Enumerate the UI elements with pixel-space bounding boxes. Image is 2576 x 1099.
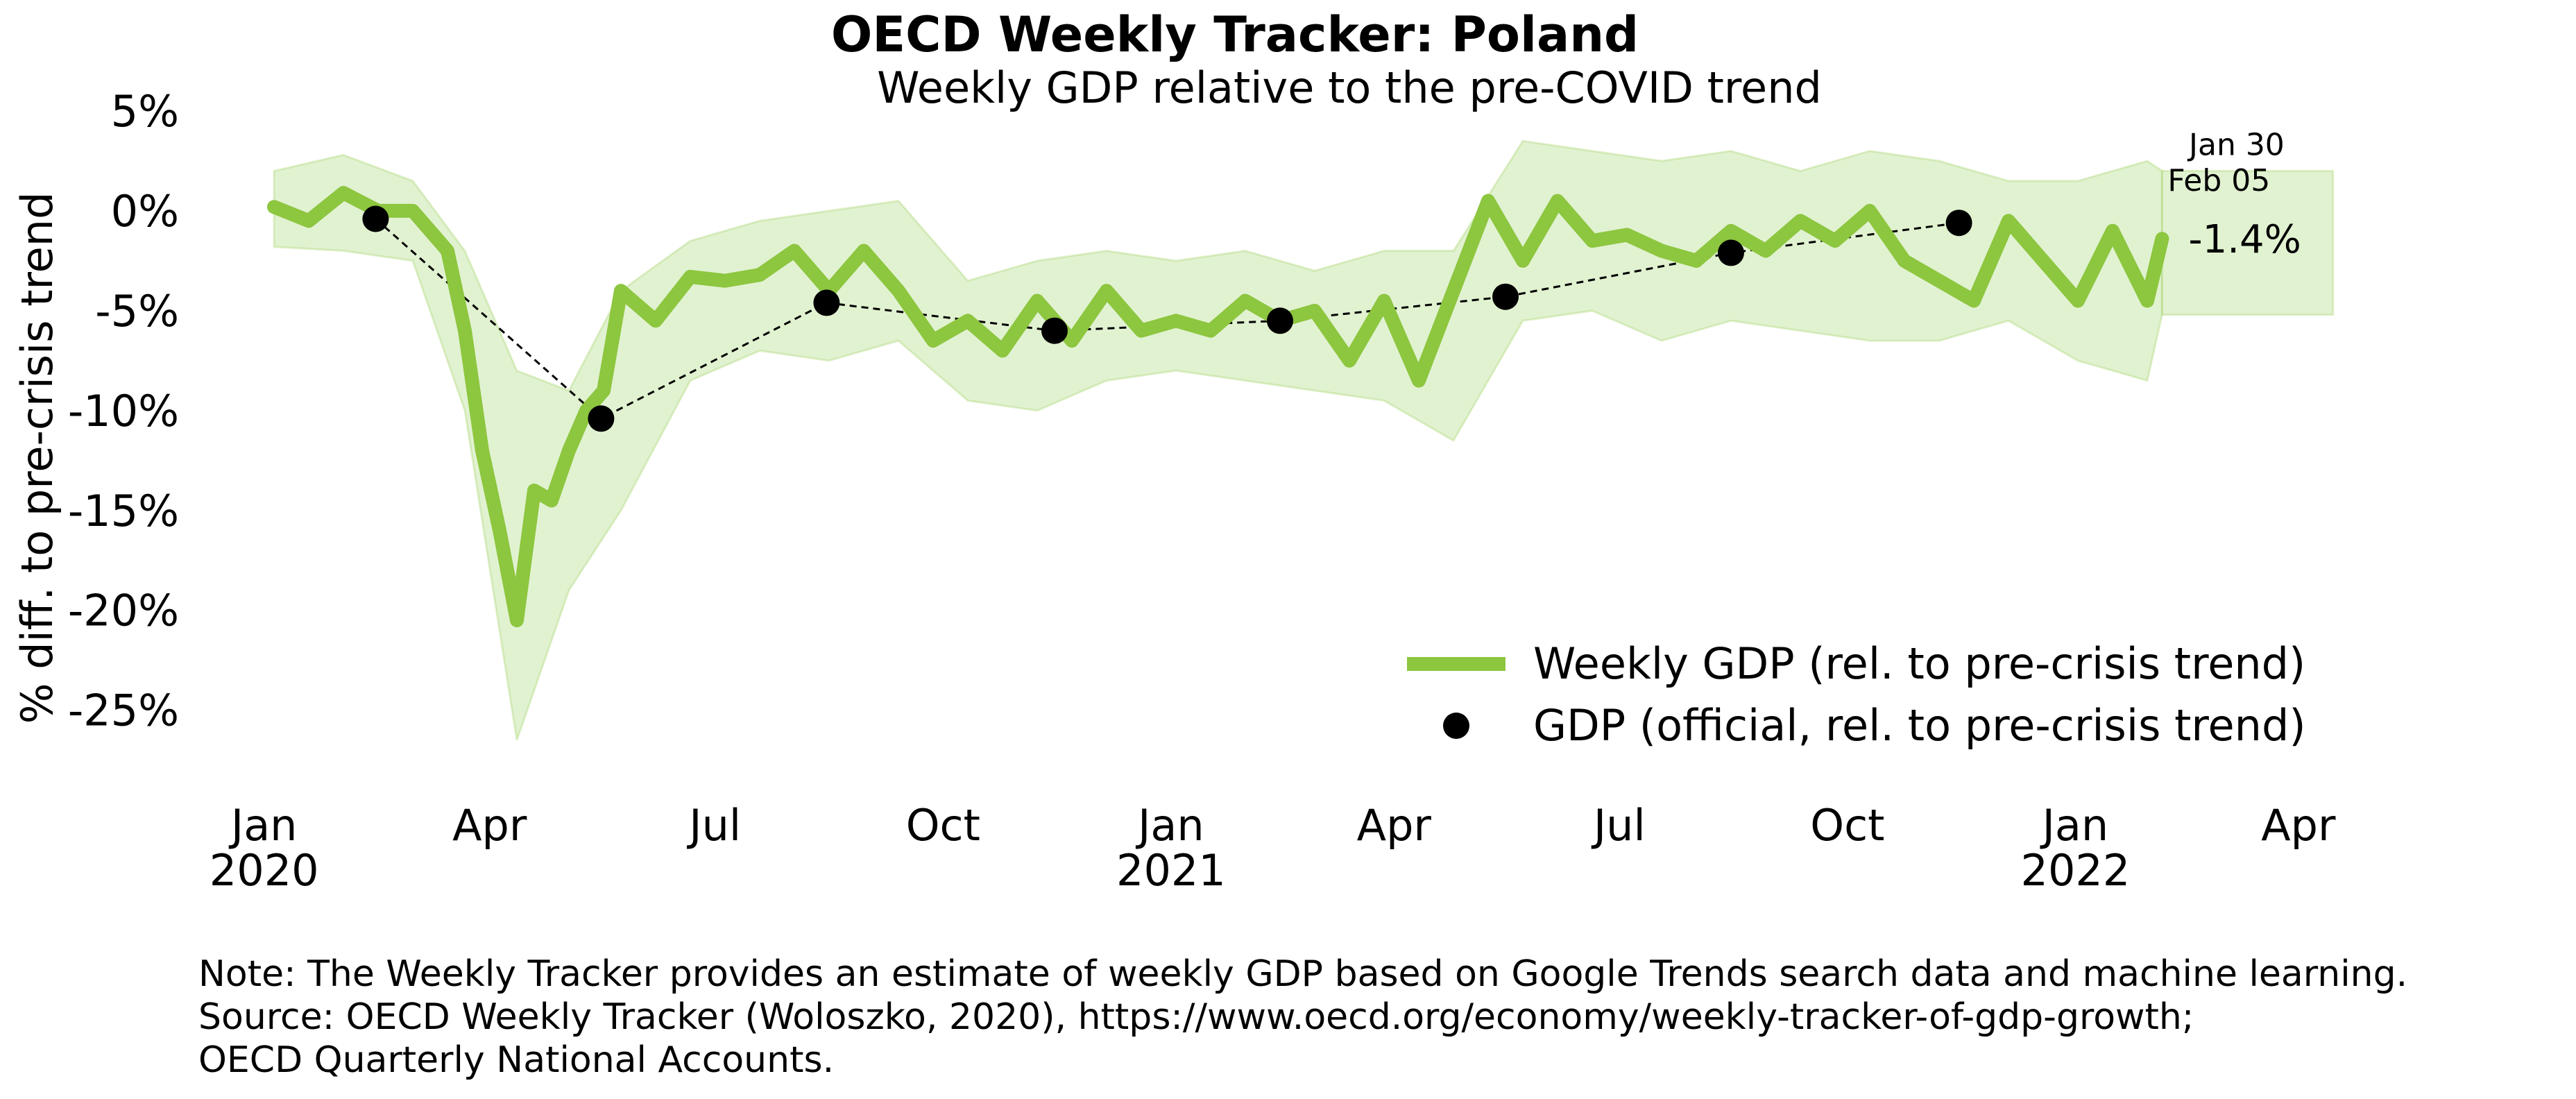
annotation-end-date: Feb 05 <box>2167 163 2270 198</box>
annotation-latest-value: -1.4% <box>2188 217 2301 262</box>
x-tick-year-label: 2021 <box>1116 845 1226 896</box>
weekly-gdp-layer <box>267 186 2169 628</box>
x-tick-label: Oct <box>906 800 980 851</box>
chart-title: OECD Weekly Tracker: Poland <box>831 6 1639 63</box>
official-gdp-point <box>813 289 840 316</box>
source-text-continued: OECD Quarterly National Accounts. <box>198 1039 835 1081</box>
y-tick-label: -5% <box>95 286 179 336</box>
official-gdp-point <box>1718 239 1744 266</box>
x-tick-year-label: 2020 <box>210 845 319 896</box>
x-tick-label: Jul <box>1591 800 1646 851</box>
y-tick-label: -15% <box>68 486 179 536</box>
legend: Weekly GDP (rel. to pre-crisis trend) GD… <box>1407 638 2306 751</box>
x-tick-label: Oct <box>1810 800 1884 851</box>
source-text: Source: OECD Weekly Tracker (Woloszko, 2… <box>198 996 2194 1038</box>
x-tick-label: Apr <box>2261 800 2336 851</box>
legend-weekly-label: Weekly GDP (rel. to pre-crisis trend) <box>1533 638 2305 689</box>
note-text: Note: The Weekly Tracker provides an est… <box>198 953 2408 995</box>
official-gdp-point <box>1492 283 1519 310</box>
y-tick-label: -10% <box>68 386 179 436</box>
official-gdp-point <box>588 405 615 432</box>
annotation-start-date: Jan 30 <box>2187 127 2285 162</box>
official-gdp-points-layer <box>362 205 1972 432</box>
confidence-band-layer <box>273 139 2335 741</box>
y-ticks: 5% 0% -5% -10% -15% -20% -25% <box>68 86 179 736</box>
x-tick-label: Jan <box>1135 800 1204 851</box>
x-tick-label: Jul <box>686 800 741 851</box>
official-gdp-point <box>1041 317 1068 344</box>
weekly-gdp-line <box>267 186 2169 628</box>
y-tick-label: 0% <box>111 186 179 237</box>
y-tick-label: -25% <box>68 685 179 736</box>
x-tick-label: Jan <box>228 800 298 851</box>
x-tick-label: Apr <box>1357 800 1432 851</box>
x-tick-label: Jan <box>2040 800 2109 851</box>
official-gdp-point <box>362 205 389 232</box>
official-gdp-point <box>1267 307 1293 334</box>
legend-official-swatch <box>1443 713 1469 739</box>
projection-band <box>2160 169 2335 316</box>
official-gdp-point <box>1945 210 1972 237</box>
y-axis-label: % diff. to pre-crisis trend <box>12 192 62 724</box>
legend-official-label: GDP (official, rel. to pre-crisis trend) <box>1533 700 2306 751</box>
x-tick-year-label: 2022 <box>2021 845 2131 896</box>
y-tick-label: -20% <box>68 586 179 636</box>
x-tick-label: Apr <box>452 800 527 851</box>
y-tick-label: 5% <box>111 86 179 137</box>
chart-subtitle: Weekly GDP relative to the pre-COVID tre… <box>877 62 1822 113</box>
